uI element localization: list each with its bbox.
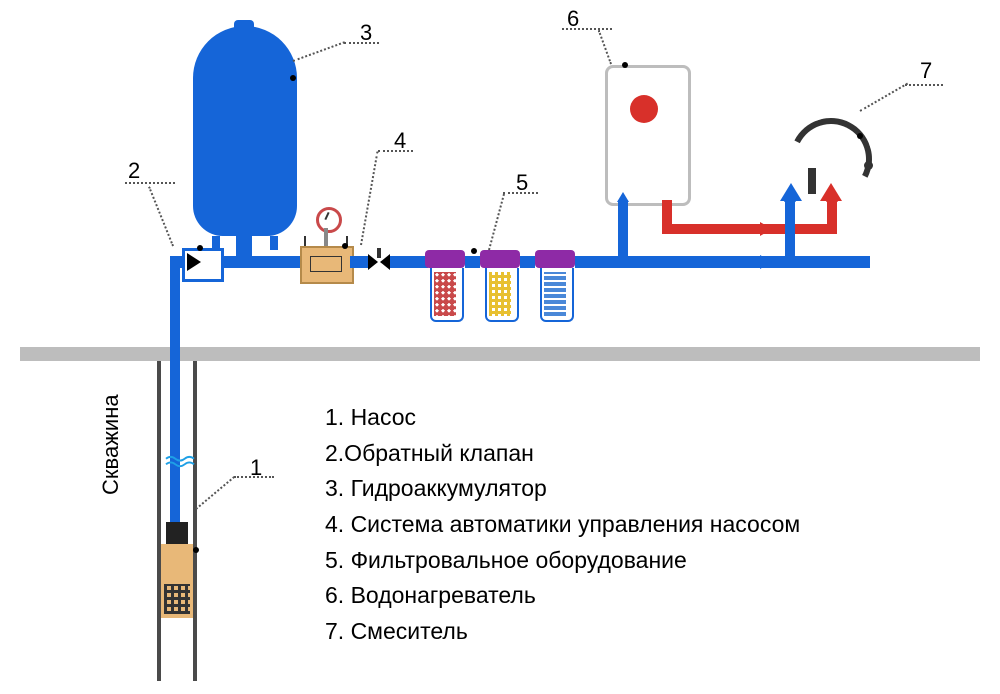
- pump-intake-icon: [164, 584, 190, 614]
- callout-line-icon: [293, 41, 345, 62]
- callout-5: 5: [516, 170, 528, 196]
- water-level-icon: [150, 455, 210, 469]
- tank-pipe-icon: [236, 236, 252, 256]
- filter-cap-icon: [425, 250, 465, 268]
- hot-pipe-icon: [662, 224, 837, 234]
- callout-dot-icon: [342, 243, 348, 249]
- legend-item: 6. Водонагреватель: [325, 578, 800, 614]
- callout-line-icon: [488, 194, 505, 251]
- callout-2: 2: [128, 158, 140, 184]
- pump-cap-icon: [166, 522, 188, 544]
- automation-stem-icon: [304, 236, 306, 246]
- check-valve-arrow-icon: [187, 253, 201, 271]
- cold-pipe-icon: [785, 200, 795, 258]
- callout-dot-icon: [622, 62, 628, 68]
- callout-dot-icon: [857, 133, 863, 139]
- callout-line-icon: [860, 83, 909, 112]
- well-pipe-icon: [170, 262, 180, 522]
- legend-item: 5. Фильтровальное оборудование: [325, 543, 800, 579]
- water-heater-icon: [605, 65, 691, 206]
- callout-dot-icon: [197, 245, 203, 251]
- hydroaccumulator-icon: [193, 26, 297, 236]
- filter-cartridge-icon: [434, 272, 456, 316]
- filter-cap-icon: [535, 250, 575, 268]
- mixer-cold-handle-icon: [780, 183, 802, 201]
- hot-pipe-icon: [827, 200, 837, 234]
- automation-inner-icon: [310, 256, 342, 272]
- flow-arrow-hot-icon: [760, 222, 772, 236]
- callout-line-icon: [598, 30, 612, 65]
- callout-dot-icon: [193, 547, 199, 553]
- cold-pipe-icon: [465, 256, 480, 268]
- filter-cartridge-icon: [544, 272, 566, 316]
- cold-pipe-icon: [520, 256, 535, 268]
- well-label: Скважина: [98, 394, 124, 495]
- valve-icon: [368, 254, 378, 270]
- legend: 1. Насос 2.Обратный клапан 3. Гидроаккум…: [325, 400, 800, 649]
- callout-3: 3: [360, 20, 372, 46]
- legend-item: 4. Система автоматики управления насосом: [325, 507, 800, 543]
- heater-indicator-icon: [630, 95, 658, 123]
- filter-cap-icon: [480, 250, 520, 268]
- callout-7: 7: [920, 58, 932, 84]
- gauge-stem-icon: [324, 228, 328, 248]
- valve-icon: [380, 254, 390, 270]
- flow-arrow-cold-icon: [760, 255, 772, 269]
- callout-4: 4: [394, 128, 406, 154]
- well-wall-icon: [193, 361, 197, 681]
- pressure-gauge-icon: [316, 207, 342, 233]
- callout-line-icon: [195, 476, 235, 510]
- callout-1: 1: [250, 455, 262, 481]
- cold-pipe-icon: [618, 200, 628, 258]
- faucet-drip-icon: [864, 161, 873, 170]
- callout-line-icon: [148, 186, 174, 246]
- callout-dot-icon: [471, 248, 477, 254]
- callout-6: 6: [567, 6, 579, 32]
- ground-bar: [20, 347, 980, 361]
- legend-item: 2.Обратный клапан: [325, 436, 800, 472]
- legend-item: 1. Насос: [325, 400, 800, 436]
- cold-pipe-icon: [350, 256, 370, 268]
- callout-line-icon: [360, 151, 378, 245]
- legend-item: 3. Гидроаккумулятор: [325, 471, 800, 507]
- flow-arrow-cold-icon: [617, 192, 629, 202]
- legend-item: 7. Смеситель: [325, 614, 800, 650]
- tank-cap-icon: [234, 20, 254, 30]
- cold-pipe-icon: [388, 256, 428, 268]
- filter-cartridge-icon: [489, 272, 511, 316]
- callout-dot-icon: [290, 75, 296, 81]
- tank-foot-icon: [270, 236, 278, 250]
- callout-line-icon: [905, 84, 943, 86]
- well-wall-icon: [157, 361, 161, 681]
